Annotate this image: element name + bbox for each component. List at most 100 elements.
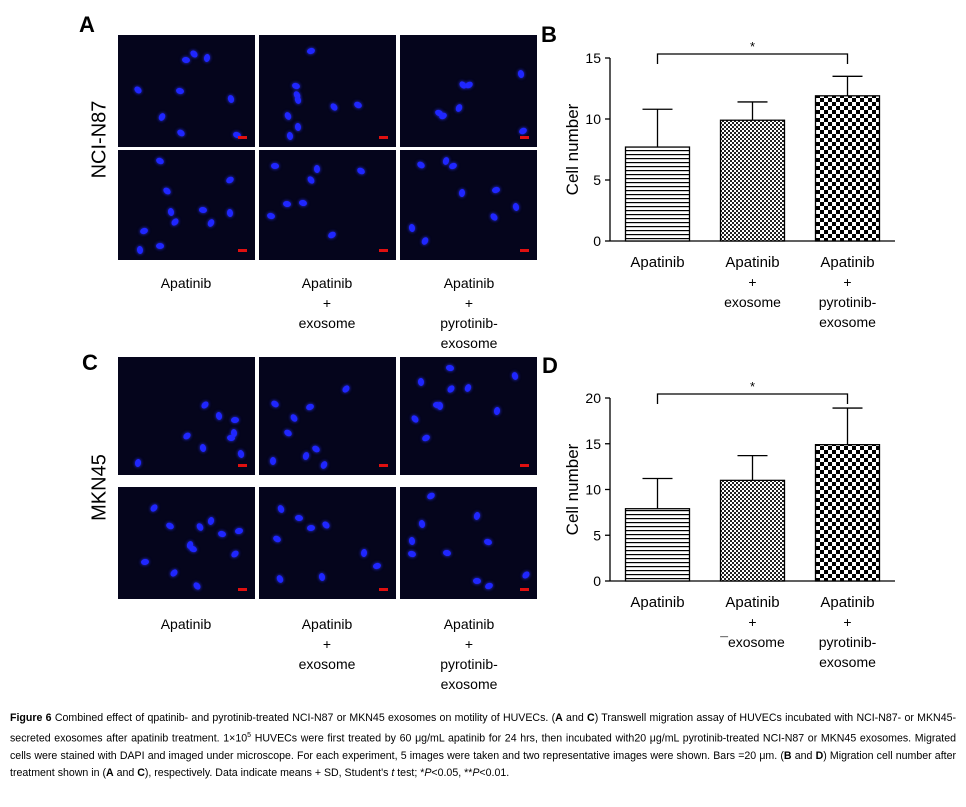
y-tick-label: 10 — [585, 482, 601, 498]
cell-nucleus — [416, 160, 426, 170]
microscopy-image — [400, 357, 537, 475]
bar — [814, 95, 881, 242]
cell-nucleus — [266, 212, 276, 220]
cell-nucleus — [360, 548, 368, 558]
cell-nucleus — [327, 230, 337, 240]
microscopy-image — [118, 150, 255, 260]
cell-nucleus — [311, 444, 321, 454]
cell-nucleus — [420, 236, 430, 246]
cell-nucleus — [442, 549, 452, 557]
category-label: + — [843, 614, 851, 630]
microscopy-image — [118, 35, 255, 147]
cell-nucleus — [353, 100, 363, 110]
microscopy-image — [118, 487, 255, 599]
microscopy-column-label: Apatinib — [116, 273, 256, 293]
label-line: Apatinib — [160, 275, 212, 291]
cell-nucleus — [136, 245, 144, 255]
bar — [624, 508, 691, 582]
cell-nucleus — [276, 504, 286, 514]
caption-italic-t: t — [391, 766, 395, 779]
label-line: + — [464, 295, 474, 311]
caption-text: and — [791, 749, 816, 762]
caption-text: <0.01. — [479, 766, 510, 779]
category-label: Apatinib — [630, 594, 684, 611]
cell-nucleus — [521, 570, 531, 580]
category-label: exosome — [819, 654, 876, 670]
label-line: exosome — [440, 335, 498, 351]
cell-nucleus — [313, 164, 321, 174]
category-label: pyrotinib- — [819, 294, 877, 310]
cell-nucleus — [512, 202, 520, 212]
cell-nucleus — [198, 206, 208, 214]
cell-nucleus — [162, 186, 172, 196]
cell-nucleus — [426, 491, 436, 501]
cell-nucleus — [133, 85, 143, 95]
scale-bar — [379, 249, 388, 252]
cell-nucleus — [170, 217, 180, 227]
category-label: ¯exosome — [719, 634, 785, 650]
cell-nucleus — [155, 242, 165, 250]
microscopy-image — [259, 487, 396, 599]
microscopy-image — [259, 357, 396, 475]
bar — [719, 479, 786, 582]
cell-nucleus — [306, 47, 316, 55]
y-axis-label: Cell number — [563, 103, 582, 195]
label-line: pyrotinib- — [440, 656, 498, 672]
cell-nucleus — [169, 568, 179, 578]
cell-nucleus — [294, 122, 302, 132]
microscopy-column-label: Apatinib + pyrotinib-exosome — [399, 273, 539, 353]
label-line: + — [322, 295, 332, 311]
y-tick-label: 0 — [593, 573, 601, 589]
y-tick-label: 0 — [593, 233, 601, 249]
cell-nucleus — [518, 126, 528, 136]
cell-nucleus — [489, 212, 499, 222]
cell-nucleus — [463, 383, 473, 393]
scale-bar — [238, 249, 247, 252]
cell-nucleus — [189, 49, 199, 59]
cell-nucleus — [217, 530, 227, 538]
chart-panel-d: 0 5 10 15 20 Cell number Apatinib Apatinib + ¯exo… — [563, 379, 895, 670]
cell-nucleus — [192, 581, 202, 591]
cell-nucleus — [269, 456, 277, 466]
cell-nucleus — [417, 377, 425, 387]
cell-nucleus — [176, 128, 186, 138]
caption-text: and — [113, 766, 138, 779]
y-tick-label: 20 — [585, 390, 601, 406]
microscopy-column-label: Apatinib + exosome — [257, 273, 397, 333]
cell-nucleus — [472, 577, 482, 585]
label-line: Apatinib — [443, 275, 495, 291]
cell-nucleus — [418, 519, 426, 529]
label-line: exosome — [440, 676, 498, 692]
category-label: Apatinib — [820, 594, 874, 611]
caption-text: HUVECs were first treated by 60 μg/mL ap… — [10, 732, 956, 762]
cell-nucleus — [230, 549, 240, 559]
scale-bar — [238, 464, 247, 467]
cell-nucleus — [445, 364, 455, 372]
caption-text: ) Transwell migration assay of HUVECs in… — [10, 712, 957, 745]
cell-nucleus — [157, 112, 167, 122]
cell-nucleus — [181, 56, 191, 64]
cell-nucleus — [134, 458, 142, 468]
y-tick-label: 5 — [593, 527, 601, 543]
cell-nucleus — [175, 87, 185, 95]
bar — [719, 119, 786, 242]
caption-italic-p: P — [472, 766, 480, 779]
scale-bar — [520, 136, 529, 139]
cell-nucleus — [237, 449, 245, 459]
cell-nucleus — [318, 572, 326, 582]
cell-nucleus — [149, 503, 159, 513]
category-label: exosome — [724, 294, 781, 310]
cell-nucleus — [458, 188, 466, 198]
significance-label: * — [750, 39, 755, 54]
cell-nucleus — [341, 384, 351, 394]
y-axis-label: Cell number — [563, 443, 582, 535]
cell-nucleus — [306, 524, 316, 532]
cell-nucleus — [200, 400, 210, 410]
significance-label: * — [750, 379, 755, 394]
cell-nucleus — [446, 384, 456, 394]
cell-nucleus — [408, 223, 416, 233]
cell-nucleus — [207, 516, 215, 526]
label-line: Apatinib — [160, 616, 212, 632]
cell-nucleus — [165, 521, 175, 531]
scale-bar — [520, 249, 529, 252]
